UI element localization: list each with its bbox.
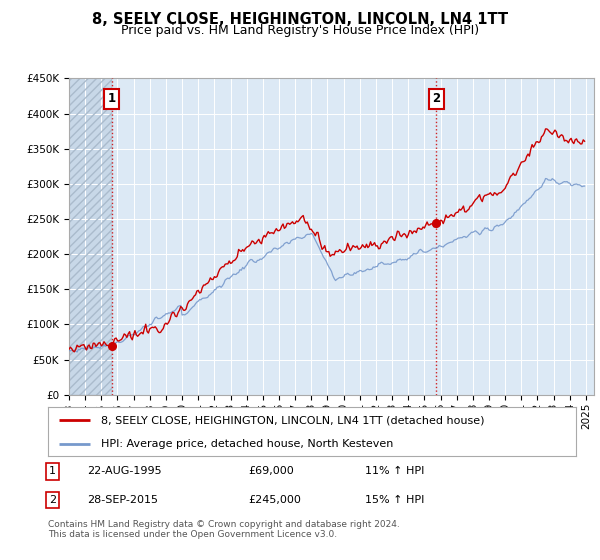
Text: 8, SEELY CLOSE, HEIGHINGTON, LINCOLN, LN4 1TT: 8, SEELY CLOSE, HEIGHINGTON, LINCOLN, LN… — [92, 12, 508, 27]
Text: £69,000: £69,000 — [248, 466, 295, 477]
Text: 22-AUG-1995: 22-AUG-1995 — [88, 466, 162, 477]
Text: 8, SEELY CLOSE, HEIGHINGTON, LINCOLN, LN4 1TT (detached house): 8, SEELY CLOSE, HEIGHINGTON, LINCOLN, LN… — [101, 416, 484, 426]
Text: 2: 2 — [49, 494, 56, 505]
Text: Contains HM Land Registry data © Crown copyright and database right 2024.
This d: Contains HM Land Registry data © Crown c… — [48, 520, 400, 539]
Text: 11% ↑ HPI: 11% ↑ HPI — [365, 466, 424, 477]
Text: 15% ↑ HPI: 15% ↑ HPI — [365, 494, 424, 505]
Text: Price paid vs. HM Land Registry's House Price Index (HPI): Price paid vs. HM Land Registry's House … — [121, 24, 479, 36]
Text: 28-SEP-2015: 28-SEP-2015 — [88, 494, 158, 505]
Bar — [69, 78, 112, 395]
Text: 2: 2 — [433, 92, 440, 105]
Text: HPI: Average price, detached house, North Kesteven: HPI: Average price, detached house, Nort… — [101, 439, 393, 449]
Text: 1: 1 — [107, 92, 116, 105]
Text: £245,000: £245,000 — [248, 494, 302, 505]
Text: 1: 1 — [49, 466, 56, 477]
Bar — [69, 78, 112, 395]
